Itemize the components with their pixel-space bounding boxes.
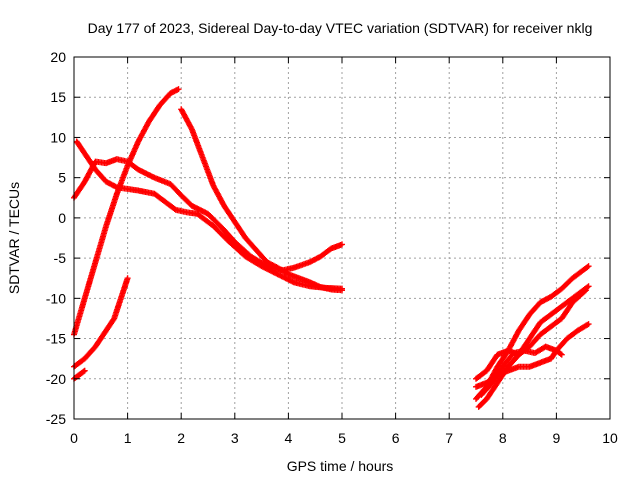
series-arc-k (478, 343, 565, 398)
axis-ticks: 0 1 2 3 4 5 6 7 8 9 10 -25 -20 -15 -10 -5 0 5 10 15 20 (46, 49, 618, 446)
data-point-marker (339, 287, 345, 294)
data-point-marker (558, 351, 565, 358)
x-tick-label: 2 (177, 430, 185, 446)
x-tick-label: 3 (231, 430, 239, 446)
y-tick-label: 0 (58, 210, 66, 226)
x-tick-label: 10 (602, 430, 618, 446)
data-point-marker (585, 321, 592, 328)
y-tick-label: 5 (58, 170, 66, 186)
series-arc-c (71, 86, 182, 338)
data-point-marker (585, 263, 592, 270)
y-tick-label: -5 (54, 250, 67, 266)
data-point-marker (80, 368, 87, 375)
y-axis-label: SDTVAR / TECUs (6, 182, 22, 294)
x-tick-label: 5 (338, 430, 346, 446)
chart-title: Day 177 of 2023, Sidereal Day-to-day VTE… (88, 20, 593, 36)
y-tick-label: 15 (50, 89, 66, 105)
y-tick-label: -20 (46, 371, 66, 387)
x-tick-label: 1 (124, 430, 132, 446)
series-arc-b (73, 138, 345, 292)
data-point-marker (582, 287, 589, 294)
x-axis-label: GPS time / hours (287, 458, 394, 474)
data-point-marker (171, 205, 178, 212)
data-point-marker (339, 241, 345, 248)
series-arc-d (178, 106, 345, 294)
series-arc-e (71, 275, 131, 370)
x-tick-label: 7 (445, 430, 453, 446)
y-tick-label: -25 (46, 411, 66, 427)
data-point-marker (584, 264, 591, 271)
data-points (71, 86, 592, 410)
grid-lines (74, 57, 610, 419)
x-tick-label: 8 (499, 430, 507, 446)
data-point-marker (585, 283, 592, 290)
x-tick-label: 0 (70, 430, 78, 446)
data-point-marker (584, 284, 591, 291)
x-tick-label: 9 (553, 430, 561, 446)
x-tick-label: 4 (285, 430, 293, 446)
data-point-marker (81, 367, 88, 374)
y-tick-label: -15 (46, 331, 66, 347)
data-point-marker (581, 288, 588, 295)
y-tick-label: -10 (46, 290, 66, 306)
y-tick-label: 10 (50, 129, 66, 145)
data-point-marker (124, 275, 131, 282)
series-arc-a (71, 156, 345, 274)
x-tick-label: 6 (392, 430, 400, 446)
y-tick-label: 20 (50, 49, 66, 65)
data-point-marker (175, 86, 182, 93)
data-point-marker (557, 350, 564, 357)
